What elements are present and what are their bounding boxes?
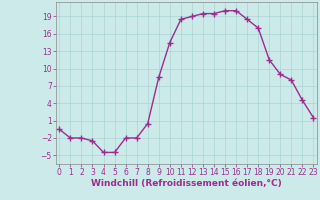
X-axis label: Windchill (Refroidissement éolien,°C): Windchill (Refroidissement éolien,°C) [91, 179, 282, 188]
